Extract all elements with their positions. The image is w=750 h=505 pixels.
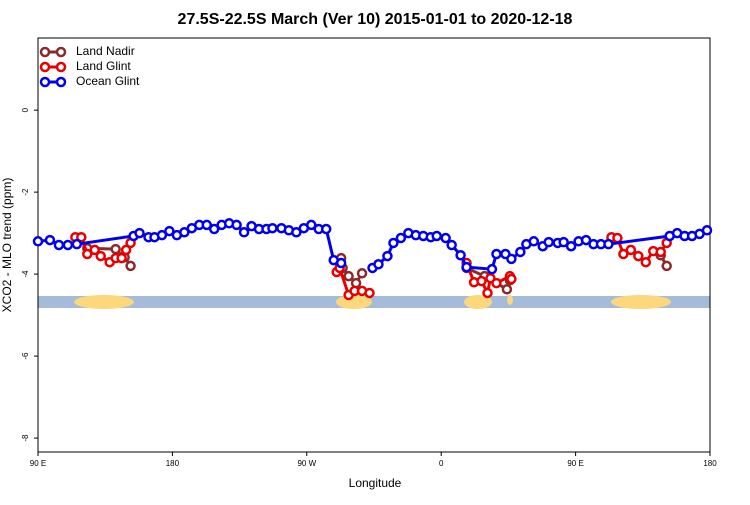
data-point <box>395 232 407 244</box>
chart-title: 27.5S-22.5S March (Ver 10) 2015-01-01 to… <box>178 11 573 28</box>
x-tick-label: 180 <box>166 459 180 468</box>
land-patch <box>507 295 513 305</box>
data-point <box>491 277 502 289</box>
legend-marker <box>55 76 67 88</box>
data-point <box>440 232 451 244</box>
data-point <box>62 239 74 251</box>
data-point <box>373 259 384 270</box>
x-tick-label: 90 E <box>30 459 46 468</box>
legend-label: Ocean Glint <box>76 74 140 88</box>
data-point <box>701 224 713 236</box>
data-point <box>476 275 487 287</box>
data-point <box>382 250 393 262</box>
data-point <box>431 230 442 242</box>
data-point <box>125 260 136 272</box>
data-point <box>32 236 44 247</box>
land-patch <box>74 295 134 309</box>
land-patch <box>611 295 671 309</box>
data-point <box>208 223 220 235</box>
data-point <box>320 223 332 235</box>
legend-marker <box>55 61 67 73</box>
data-point <box>482 287 493 299</box>
data-point <box>164 225 175 237</box>
data-point <box>506 273 517 285</box>
data-point <box>558 236 569 248</box>
data-point <box>455 249 466 261</box>
data-point <box>201 219 212 231</box>
legend-label: Land Glint <box>76 59 131 73</box>
legend-marker <box>39 76 51 88</box>
data-point <box>95 250 106 262</box>
data-point <box>625 244 637 256</box>
data-point <box>291 227 302 238</box>
data-point <box>364 287 375 299</box>
data-point <box>82 248 93 260</box>
data-point <box>515 246 526 258</box>
legend-marker <box>39 61 51 73</box>
data-point <box>501 284 513 295</box>
y-tick-label: -6 <box>21 352 30 360</box>
data-point <box>356 268 368 279</box>
legend-marker <box>39 46 51 58</box>
x-tick-label: 180 <box>703 459 717 468</box>
x-tick-label: 90 W <box>297 459 316 468</box>
data-point <box>44 234 56 246</box>
data-point <box>120 244 132 256</box>
data-point <box>116 252 127 264</box>
y-tick-label: 0 <box>21 107 30 112</box>
ocean-band <box>38 296 710 308</box>
data-point <box>633 250 644 262</box>
data-point <box>110 243 121 255</box>
data-point <box>89 244 100 256</box>
data-point <box>267 222 278 234</box>
data-point <box>343 270 354 282</box>
data-point <box>179 227 190 238</box>
legend-marker <box>55 46 67 58</box>
data-point <box>565 240 577 252</box>
x-axis-label: Longitude <box>349 476 402 490</box>
y-tick-label: -8 <box>21 434 30 442</box>
data-point <box>156 229 168 241</box>
land-mask <box>38 295 710 309</box>
data-point <box>446 239 457 251</box>
y-axis-label: XCO2 - MLO trend (ppm) <box>0 178 14 313</box>
data-point <box>238 227 250 238</box>
y-tick-label: -2 <box>21 188 30 196</box>
data-point <box>231 219 242 231</box>
data-point <box>486 263 498 275</box>
data-point <box>528 236 540 247</box>
data-point <box>71 238 83 250</box>
data-point <box>134 227 145 239</box>
data-point <box>76 231 87 243</box>
x-tick-label: 0 <box>439 459 444 468</box>
data-point <box>661 260 672 272</box>
data-point <box>388 237 399 249</box>
x-tick-label: 90 E <box>567 459 583 468</box>
data-point <box>306 219 317 231</box>
data-point <box>580 234 592 246</box>
data-point <box>491 248 502 260</box>
data-point <box>640 256 652 268</box>
data-point <box>461 261 472 273</box>
data-point <box>612 232 623 244</box>
data-point <box>506 253 517 265</box>
y-tick-label: -4 <box>21 270 30 278</box>
data-point <box>543 236 554 248</box>
data-point <box>335 257 347 269</box>
data-point <box>53 239 65 251</box>
data-point <box>655 246 666 258</box>
data-point <box>618 248 629 260</box>
data-point <box>603 238 614 250</box>
legend-label: Land Nadir <box>76 44 135 58</box>
land-patch <box>464 295 492 309</box>
